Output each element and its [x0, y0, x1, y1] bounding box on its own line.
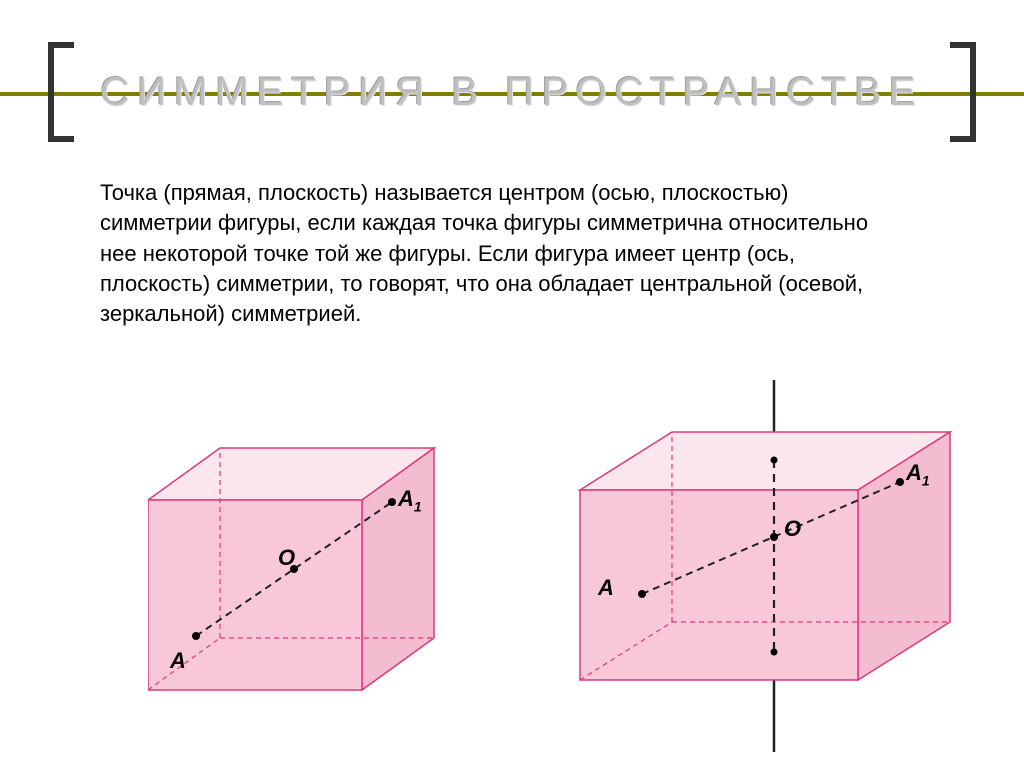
point-O [770, 533, 778, 541]
label-A: A [170, 648, 186, 674]
prism-diagram-axis-symmetry [560, 380, 960, 760]
label-A-right: A [598, 575, 614, 601]
definition-paragraph: Точка (прямая, плоскость) называется цен… [100, 178, 900, 330]
slide: СИММЕТРИЯ В ПРОСТРАНСТВЕ Точка (прямая, … [0, 0, 1024, 768]
point-A [638, 590, 646, 598]
label-O-right: O [784, 516, 801, 542]
point-A1 [896, 478, 904, 486]
point-A [192, 632, 200, 640]
label-A1: A1 [398, 486, 422, 514]
page-title: СИММЕТРИЯ В ПРОСТРАНСТВЕ [0, 70, 1024, 115]
cube-diagram-center-symmetry [148, 438, 448, 728]
point-A1 [388, 498, 396, 506]
title-bar: СИММЕТРИЯ В ПРОСТРАНСТВЕ [0, 42, 1024, 142]
label-A1-right: A1 [906, 460, 930, 488]
prism-front-face [580, 490, 858, 680]
axis-bottom-dot [771, 649, 778, 656]
axis-top-dot [771, 457, 778, 464]
label-O: O [278, 545, 295, 571]
